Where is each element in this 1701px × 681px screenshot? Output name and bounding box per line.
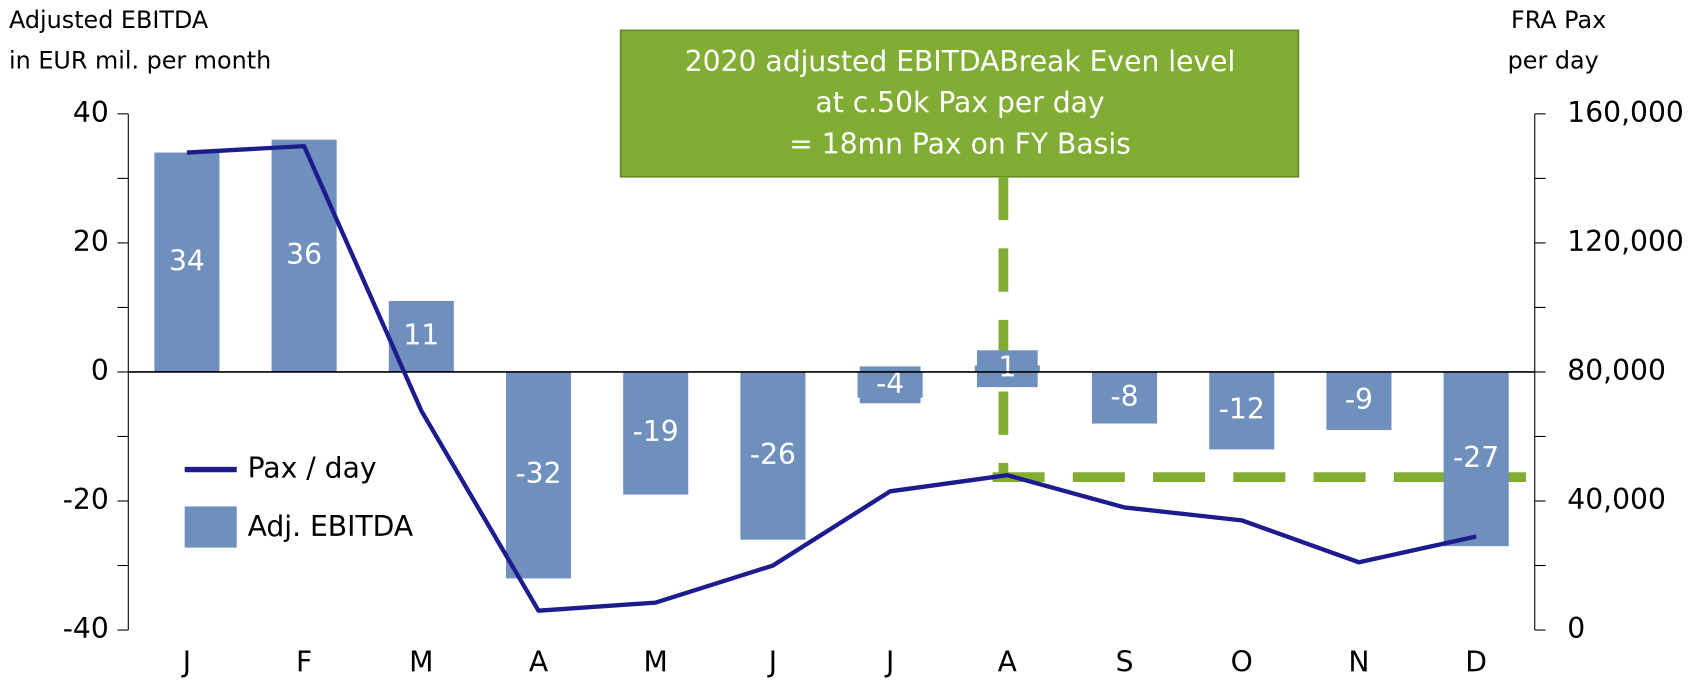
- y-axis-title: Adjusted EBITDA: [9, 6, 209, 34]
- value-label-bg: [1445, 440, 1507, 478]
- value-label: -12: [1219, 393, 1265, 426]
- x-tick-label: J: [767, 646, 777, 679]
- value-label: -27: [1453, 441, 1499, 474]
- y2-axis-title: per day: [1508, 46, 1599, 74]
- value-label-bg: [508, 456, 569, 494]
- value-label-bg: [742, 437, 804, 475]
- value-label: -19: [633, 415, 679, 448]
- x-tick-label: N: [1348, 646, 1369, 679]
- y-tick-label: 40: [73, 96, 109, 129]
- x-tick-label: A: [529, 646, 549, 679]
- y2-tick-label: 80,000: [1567, 354, 1666, 387]
- y2-tick-label: 40,000: [1567, 483, 1666, 516]
- value-label-bg: [625, 414, 687, 452]
- value-label: -26: [750, 438, 796, 471]
- value-label-bg: [976, 350, 1038, 388]
- value-label: 11: [403, 318, 439, 351]
- value-label-bg: [273, 237, 335, 275]
- value-label-bg: [390, 318, 452, 355]
- y2-axis-title: FRA Pax: [1511, 6, 1606, 34]
- y-tick-label: 0: [91, 354, 109, 387]
- value-label-bg: [1094, 379, 1155, 417]
- x-tick-label: O: [1231, 646, 1253, 679]
- value-label: -32: [515, 457, 561, 490]
- x-tick-label: F: [296, 646, 312, 679]
- y-tick-label: -20: [63, 483, 109, 516]
- value-label: -9: [1345, 383, 1373, 416]
- legend-swatch: [184, 506, 237, 548]
- x-tick-label: M: [409, 646, 433, 679]
- legend-label: Adj. EBITDA: [248, 510, 414, 543]
- x-tick-label: A: [998, 646, 1018, 679]
- line: [186, 143, 1477, 613]
- x-tick-label: D: [1465, 646, 1487, 679]
- annotation-box: [619, 29, 1300, 178]
- annotation-text: 2020 adjusted EBITDABreak Even level: [685, 45, 1236, 78]
- y-tick-label: -40: [63, 612, 109, 645]
- legend-label: Pax / day: [248, 452, 377, 485]
- x-tick-label: M: [644, 646, 668, 679]
- y-tick-label: 20: [73, 225, 109, 258]
- value-label: 36: [286, 238, 322, 271]
- x-tick-label: J: [181, 646, 191, 679]
- y2-tick-label: 0: [1567, 612, 1585, 645]
- y2-tick-label: 120,000: [1567, 225, 1684, 258]
- x-tick-label: S: [1116, 646, 1134, 679]
- value-label: 34: [169, 244, 205, 277]
- value-label-bg: [1328, 382, 1390, 420]
- value-label: 1: [998, 351, 1016, 384]
- value-label-bg: [156, 243, 218, 281]
- y2-tick-label: 160,000: [1567, 96, 1684, 129]
- value-label: -8: [1110, 380, 1138, 413]
- y-axis-title: in EUR mil. per month: [9, 46, 271, 74]
- annotation-text: = 18mn Pax on FY Basis: [789, 127, 1131, 160]
- annotation-text: at c.50k Pax per day: [815, 86, 1104, 119]
- x-tick-label: J: [884, 646, 894, 679]
- value-label-bg: [1211, 392, 1273, 430]
